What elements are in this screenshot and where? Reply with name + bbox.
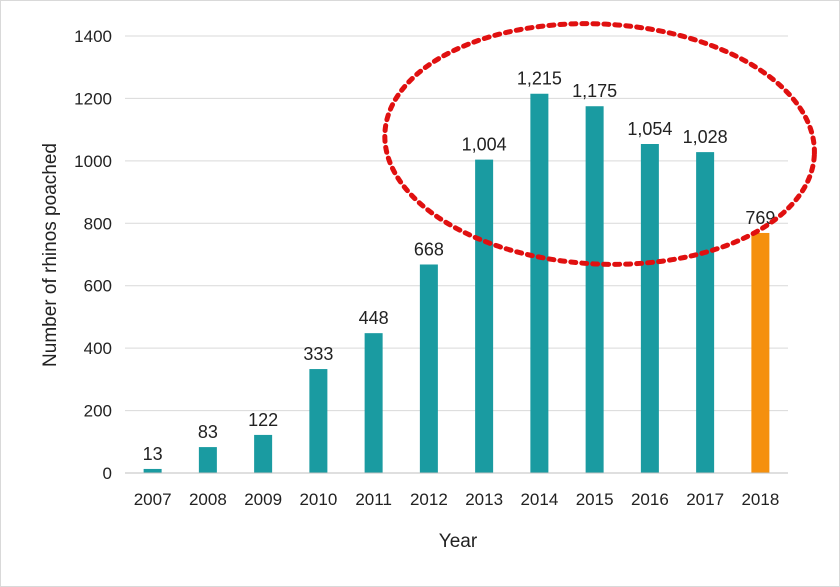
bar-2007: [143, 468, 162, 473]
bar-2011: [364, 333, 383, 473]
y-axis-title: Number of rhinos poached: [40, 143, 61, 367]
y-tick-label: 200: [84, 402, 112, 421]
data-label-2012: 668: [414, 239, 444, 259]
bar-2012: [419, 264, 438, 473]
data-label-2007: 13: [143, 444, 163, 464]
x-tick-label: 2007: [134, 490, 172, 509]
data-label-2009: 122: [248, 410, 278, 430]
x-tick-label: 2014: [520, 490, 558, 509]
bars: [143, 93, 770, 474]
x-tick-label: 2017: [686, 490, 724, 509]
x-tick-label: 2018: [741, 490, 779, 509]
annotation-ellipse: [382, 21, 817, 267]
bar-2014: [530, 93, 549, 473]
x-tick-label: 2015: [576, 490, 614, 509]
data-label-2016: 1,054: [627, 119, 672, 139]
bar-2017: [696, 152, 715, 474]
y-tick-labels: 0 200 400 600 800 1000 1200 1400: [74, 27, 112, 483]
bar-2018: [751, 232, 770, 473]
bar-2009: [254, 434, 273, 473]
x-tick-labels: 2007 2008 2009 2010 2011 2012 2013 2014 2015 2016…: [134, 490, 780, 509]
x-tick-label: 2013: [465, 490, 503, 509]
data-label-2011: 448: [359, 308, 389, 328]
x-tick-label: 2012: [410, 490, 448, 509]
bar-2008: [198, 447, 217, 473]
y-tick-label: 1400: [74, 27, 112, 46]
data-labels: 13 83 122 333 448 668 1,004 1,215 1,175 1,054 1,02…: [143, 69, 776, 464]
data-label-2010: 333: [303, 344, 333, 364]
gridlines: [125, 35, 788, 412]
data-label-2014: 1,215: [517, 69, 562, 89]
x-axis-title: Year: [439, 531, 478, 552]
bar-2010: [309, 369, 328, 473]
y-tick-label: 400: [84, 339, 112, 358]
data-label-2008: 83: [198, 422, 218, 442]
data-label-2017: 1,028: [683, 127, 728, 147]
x-tick-label: 2009: [244, 490, 282, 509]
x-tick-label: 2011: [355, 490, 392, 509]
data-label-2013: 1,004: [462, 135, 507, 155]
x-tick-label: 2010: [299, 490, 337, 509]
y-tick-label: 600: [84, 277, 112, 296]
x-tick-label: 2008: [189, 490, 227, 509]
x-tick-label: 2016: [631, 490, 669, 509]
data-label-2018: 769: [745, 208, 775, 228]
y-tick-label: 1200: [74, 89, 112, 108]
bar-2015: [585, 106, 604, 473]
bar-2016: [640, 144, 659, 473]
bar-2013: [475, 159, 494, 473]
y-tick-label: 0: [103, 464, 112, 483]
y-tick-label: 1000: [74, 152, 112, 171]
data-label-2015: 1,175: [572, 81, 617, 101]
y-tick-label: 800: [84, 214, 112, 233]
